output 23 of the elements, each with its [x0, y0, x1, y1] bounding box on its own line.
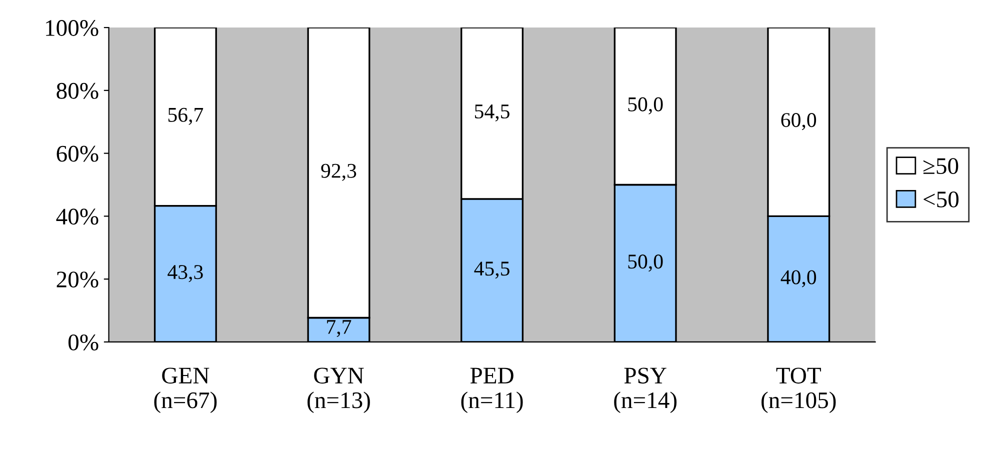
data-label: 40,0: [780, 270, 816, 288]
x-tick-label: PSY (n=14): [614, 368, 677, 414]
data-label: 45,5: [474, 262, 510, 279]
data-label: 54,5: [475, 104, 510, 122]
data-label: 50,0: [628, 97, 663, 114]
y-tick-label: 0%: [68, 334, 98, 350]
y-tick-label: 40%: [56, 208, 98, 225]
y-tick-label: 60%: [56, 146, 98, 162]
data-label: 7,7: [327, 320, 352, 337]
y-tick-label: 80%: [56, 82, 98, 99]
x-tick-label: GYN (n=13): [308, 368, 370, 414]
data-label: 56,7: [168, 108, 204, 125]
legend-label: <50: [924, 191, 959, 208]
data-label: 50,0: [628, 254, 663, 272]
data-label: 60,0: [781, 113, 816, 130]
legend-label: ≥50: [923, 158, 958, 174]
data-label: 43,3: [168, 265, 203, 282]
x-tick-label: GEN (n=67): [154, 368, 217, 414]
data-label: 92,3: [321, 164, 356, 181]
x-tick-label: TOT (n=105): [762, 368, 836, 414]
y-tick-label: 100%: [46, 20, 98, 36]
x-tick-label: PED (n=11): [461, 368, 523, 414]
y-tick-label: 20%: [56, 272, 98, 288]
